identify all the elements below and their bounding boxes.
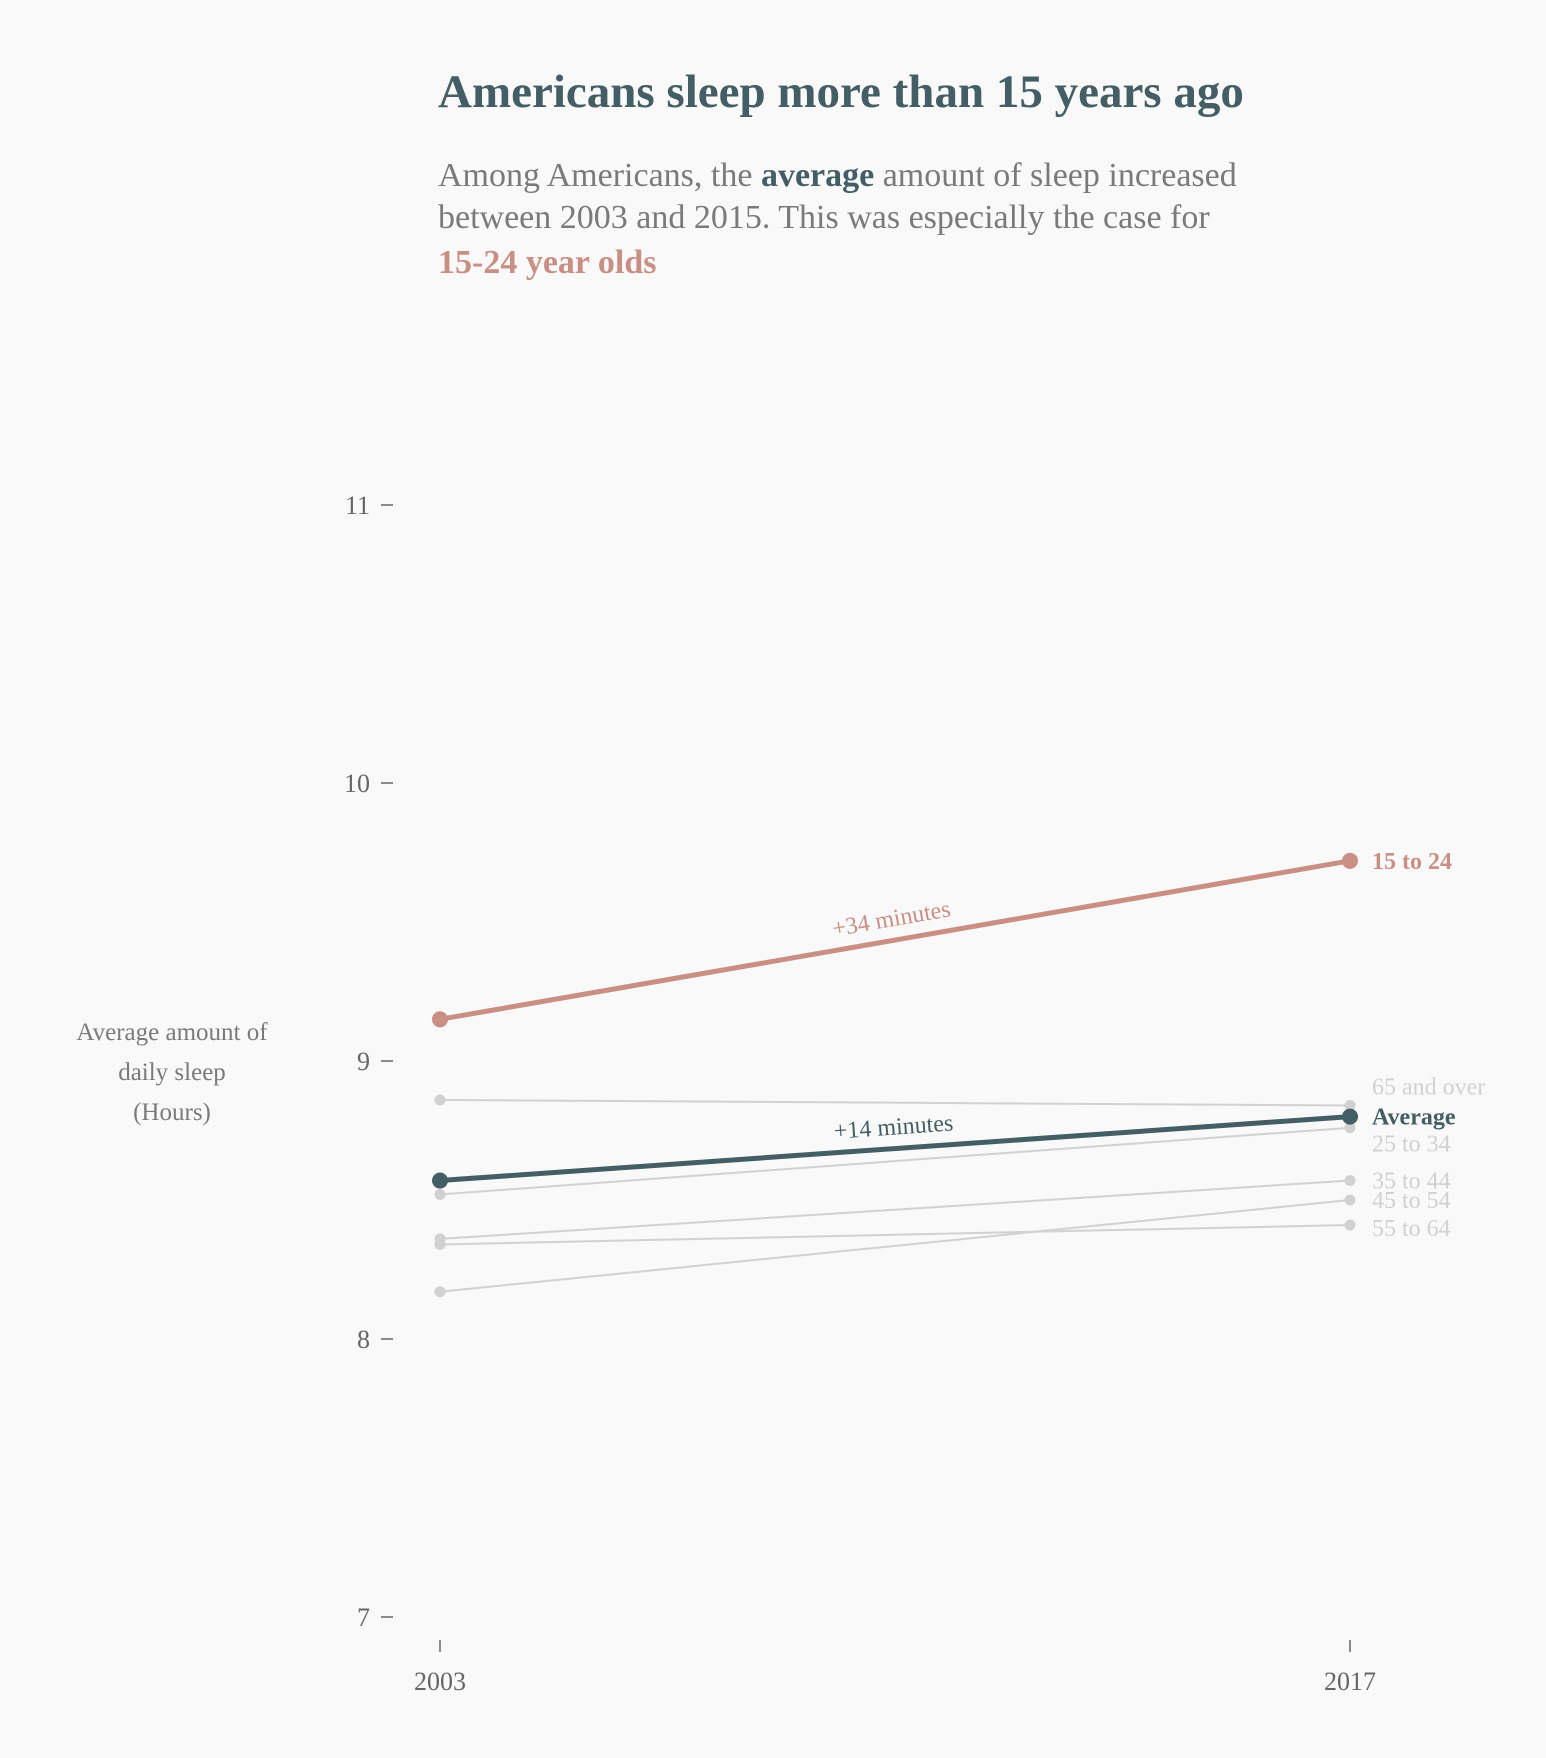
y-axis-label-line: (Hours) xyxy=(133,1099,211,1126)
data-point-2017 xyxy=(1344,1175,1356,1187)
data-point-2017 xyxy=(1342,1108,1358,1125)
series-line xyxy=(439,1098,1351,1107)
data-point-2017 xyxy=(1342,852,1358,869)
x-axis: 2003 2017 xyxy=(414,1640,1376,1696)
chart-subtitle-line-1: Among Americans, the average amount of s… xyxy=(438,157,1237,194)
subtitle-text-2: amount of sleep increased xyxy=(874,157,1237,194)
y-tick-label: 9 xyxy=(357,1047,370,1076)
x-tick-label: 2017 xyxy=(1324,1667,1376,1696)
series-55-to-64: 55 to 64 xyxy=(434,1216,1451,1250)
series-label: 45 to 54 xyxy=(1372,1188,1451,1214)
subtitle-highlight-average: average xyxy=(761,157,874,194)
series-line xyxy=(439,1224,1351,1246)
data-point-2017 xyxy=(1344,1099,1356,1111)
y-tick-label: 11 xyxy=(345,491,370,520)
data-point-2003 xyxy=(434,1094,446,1106)
subtitle-text-1: Among Americans, the xyxy=(438,157,761,194)
series-label: 15 to 24 xyxy=(1372,849,1452,875)
data-point-2017 xyxy=(1344,1194,1356,1206)
series-15-to-24: 15 to 24+34 minutes xyxy=(432,849,1452,1028)
y-tick-label: 7 xyxy=(357,1603,370,1632)
series-label: 35 to 44 xyxy=(1372,1169,1451,1195)
series-line xyxy=(437,1114,1353,1184)
y-axis-label-line: Average amount of xyxy=(76,1019,268,1046)
data-point-2017 xyxy=(1344,1219,1356,1231)
series-label: Average xyxy=(1372,1105,1456,1131)
data-point-2003 xyxy=(432,1011,448,1028)
series-label: 55 to 64 xyxy=(1372,1216,1451,1242)
series-average: Average +14 minutes xyxy=(432,1105,1456,1189)
y-tick-label: 8 xyxy=(357,1325,370,1354)
series-25-to-34: 25 to 34 xyxy=(434,1122,1451,1200)
series-line xyxy=(439,1179,1351,1240)
series-line xyxy=(439,1199,1351,1293)
y-axis: 7 8 9 10 11 xyxy=(344,491,393,1632)
delta-annotation: +14 minutes xyxy=(833,1110,954,1144)
series-line xyxy=(437,858,1353,1022)
series-label: 65 and over xyxy=(1372,1074,1485,1100)
data-point-2003 xyxy=(434,1286,446,1298)
data-point-2003 xyxy=(432,1172,448,1189)
series-45-to-54: 45 to 54 xyxy=(434,1188,1451,1298)
x-tick-label: 2003 xyxy=(414,1667,466,1696)
series-line xyxy=(439,1126,1351,1196)
y-tick-label: 10 xyxy=(344,769,370,798)
data-point-2003 xyxy=(434,1238,446,1250)
series-65-and-over: 65 and over xyxy=(434,1074,1485,1111)
chart-subtitle-line-2: between 2003 and 2015. This was especial… xyxy=(438,199,1210,236)
data-point-2003 xyxy=(434,1188,446,1200)
chart-subtitle-highlight-15-24: 15-24 year olds xyxy=(438,244,656,281)
series-35-to-44: 35 to 44 xyxy=(434,1169,1451,1245)
y-axis-label: Average amount of daily sleep (Hours) xyxy=(76,1019,268,1126)
data-point-2017 xyxy=(1344,1122,1356,1134)
chart-title: Americans sleep more than 15 years ago xyxy=(438,66,1244,118)
y-axis-label-line: daily sleep xyxy=(118,1059,226,1086)
series-label: 25 to 34 xyxy=(1372,1132,1451,1158)
